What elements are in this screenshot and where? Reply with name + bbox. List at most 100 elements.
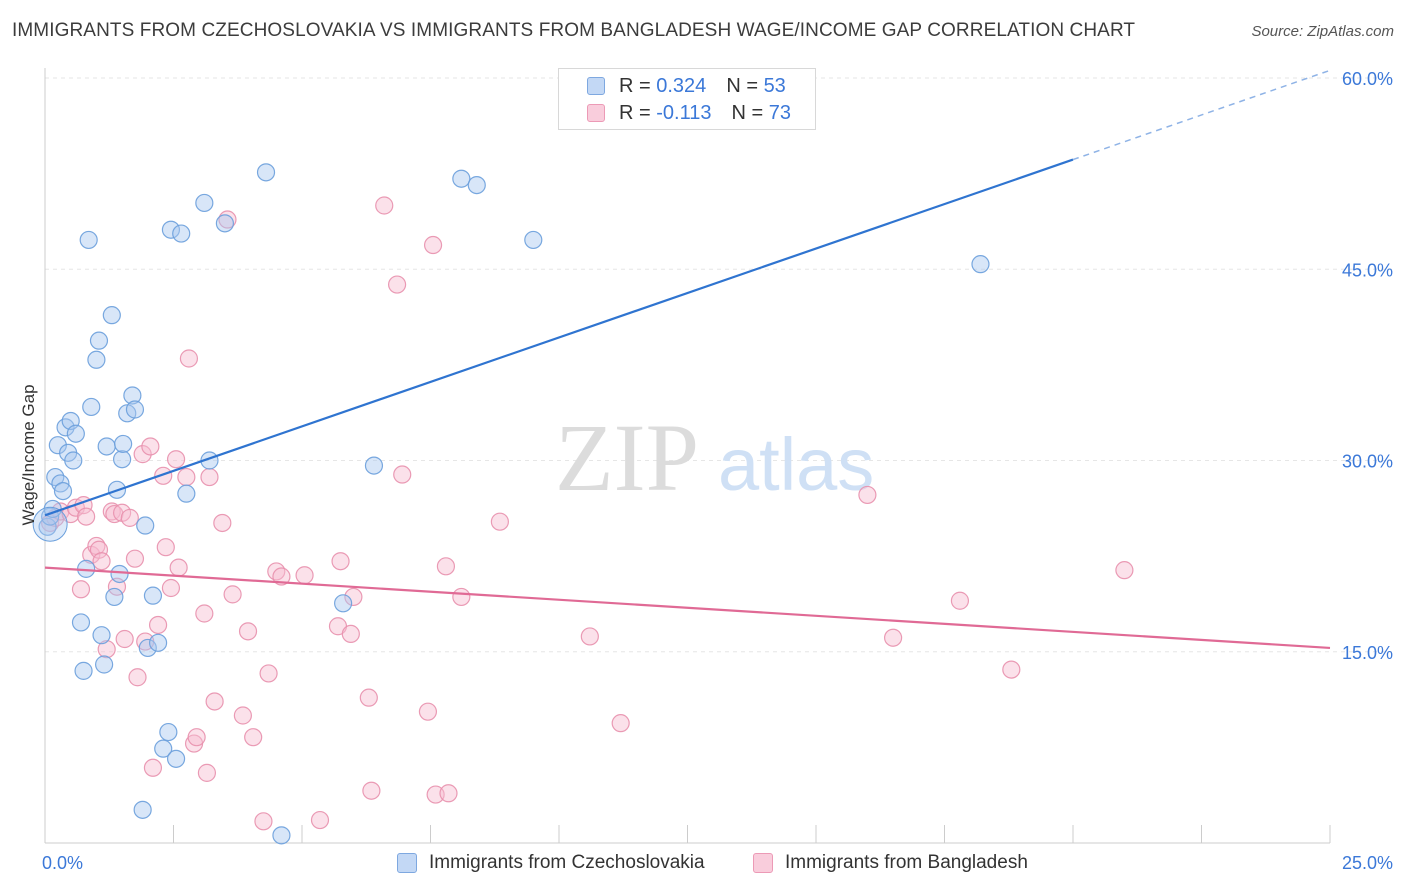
bangladesh-point: [1002, 660, 1021, 679]
czechoslovakia-cluster-point: [32, 506, 68, 542]
legend-swatch-blue: [587, 77, 605, 95]
bangladesh-point: [143, 758, 163, 777]
bangladesh-point: [490, 512, 509, 531]
czechoslovakia-point: [159, 722, 178, 742]
czechoslovakia-point: [524, 230, 543, 250]
watermark-atlas: atlas: [718, 423, 874, 506]
axes: [44, 68, 1331, 844]
bangladesh-point: [950, 591, 970, 610]
bangladesh-point: [205, 692, 224, 711]
bangladesh-point: [154, 466, 173, 485]
legend-n-value: 53: [763, 75, 786, 97]
bangladesh-point: [177, 467, 196, 487]
czechoslovakia-point: [92, 626, 111, 645]
y-tick-label: 45.0%: [1342, 260, 1393, 280]
bangladesh-point: [97, 640, 116, 659]
bangladesh-point: [161, 578, 181, 598]
tick-labels: 15.0% 30.0% 45.0% 60.0% 0.0% 25.0%: [42, 69, 1393, 873]
bangladesh-point: [387, 275, 407, 294]
y-tick-label: 60.0%: [1342, 69, 1393, 89]
legend-box: R = 0.324 N = 53 R = -0.113 N = 73: [558, 68, 816, 130]
czechoslovakia-point: [82, 397, 101, 417]
bangladesh-point: [223, 585, 242, 604]
bangladesh-point: [197, 763, 217, 782]
czechoslovakia-point: [272, 826, 291, 845]
czechoslovakia-point: [64, 451, 83, 470]
bangladesh-point: [272, 567, 291, 586]
series-bangladesh-points: [41, 196, 1134, 831]
bottom-legend-label: Immigrants from Bangladesh: [785, 852, 1028, 873]
watermark: ZIP atlas: [555, 404, 874, 511]
czechoslovakia-point: [74, 661, 93, 680]
legend-r-value: -0.113: [656, 102, 712, 124]
bottom-legend-swatch-blue: [397, 853, 417, 873]
legend-r-label: R =: [619, 102, 657, 124]
bangladesh-point: [105, 504, 124, 524]
czechoslovakia-point: [48, 436, 67, 455]
bangladesh-point: [436, 557, 456, 576]
bangladesh-point: [89, 540, 109, 559]
bangladesh-point: [259, 664, 278, 683]
bangladesh-point: [426, 785, 445, 804]
czechoslovakia-point: [143, 586, 163, 605]
bangladesh-point: [244, 728, 263, 747]
czechoslovakia-point: [95, 655, 114, 674]
bangladesh-point: [125, 549, 145, 568]
trend-lines: [44, 69, 1331, 650]
legend-n-label: N =: [731, 102, 769, 124]
bangladesh-point: [423, 235, 443, 255]
czechoslovakia-trend-line: [44, 158, 1074, 517]
bangladesh-point: [362, 781, 381, 800]
czechoslovakia-point: [89, 331, 109, 350]
czechoslovakia-point: [97, 437, 116, 456]
bangladesh-point: [92, 552, 111, 571]
legend-n-value: 73: [768, 102, 791, 124]
legend-r-value: 0.324: [656, 75, 707, 97]
x-tick-label: 0.0%: [42, 853, 83, 873]
bangladesh-point: [77, 507, 96, 526]
czechoslovakia-point: [87, 350, 106, 369]
czechoslovakia-point: [136, 516, 155, 535]
bottom-legend-swatch-pink: [753, 853, 773, 873]
czechoslovakia-point: [256, 163, 276, 182]
bangladesh-point: [195, 604, 214, 623]
bangladesh-point: [233, 706, 252, 725]
x-tick-label: 25.0%: [1342, 853, 1393, 873]
bangladesh-point: [238, 622, 258, 641]
bangladesh-point: [439, 784, 458, 803]
chart-title: IMMIGRANTS FROM CZECHOSLOVAKIA VS IMMIGR…: [12, 20, 1136, 41]
czechoslovakia-point: [177, 484, 196, 503]
bangladesh-point: [187, 728, 206, 747]
legend-text: R = -0.113 N = 73: [619, 102, 791, 125]
czechoslovakia-point: [110, 564, 129, 584]
legend-swatch-pink: [587, 104, 605, 122]
grid-lines: [45, 77, 1392, 653]
bangladesh-point: [213, 513, 232, 533]
bangladesh-point: [128, 668, 147, 687]
czechoslovakia-point: [364, 456, 384, 475]
bangladesh-point: [393, 465, 412, 484]
y-tick-label: 30.0%: [1342, 452, 1393, 472]
bangladesh-point: [179, 349, 199, 368]
bangladesh-point: [331, 552, 350, 571]
bangladesh-point: [1115, 561, 1134, 580]
czechoslovakia-point: [334, 594, 353, 613]
czechoslovakia-point: [467, 176, 486, 195]
bangladesh-point: [452, 587, 471, 607]
bangladesh-point: [141, 437, 160, 456]
y-axis-label: Wage/Income Gap: [19, 384, 38, 525]
legend-r-label: R =: [619, 75, 657, 97]
czechoslovakia-point: [452, 169, 471, 188]
bangladesh-point: [148, 615, 168, 635]
czechoslovakia-point: [195, 193, 214, 213]
bangladesh-point: [858, 485, 877, 505]
czechoslovakia-point: [161, 220, 181, 239]
bangladesh-point: [295, 566, 314, 585]
czechoslovakia-point: [79, 230, 98, 250]
czechoslovakia-point: [105, 587, 124, 607]
bangladesh-point: [611, 714, 630, 733]
czechoslovakia-trend-extension: [1072, 69, 1331, 161]
bangladesh-point: [71, 580, 91, 599]
bangladesh-point: [341, 624, 360, 644]
